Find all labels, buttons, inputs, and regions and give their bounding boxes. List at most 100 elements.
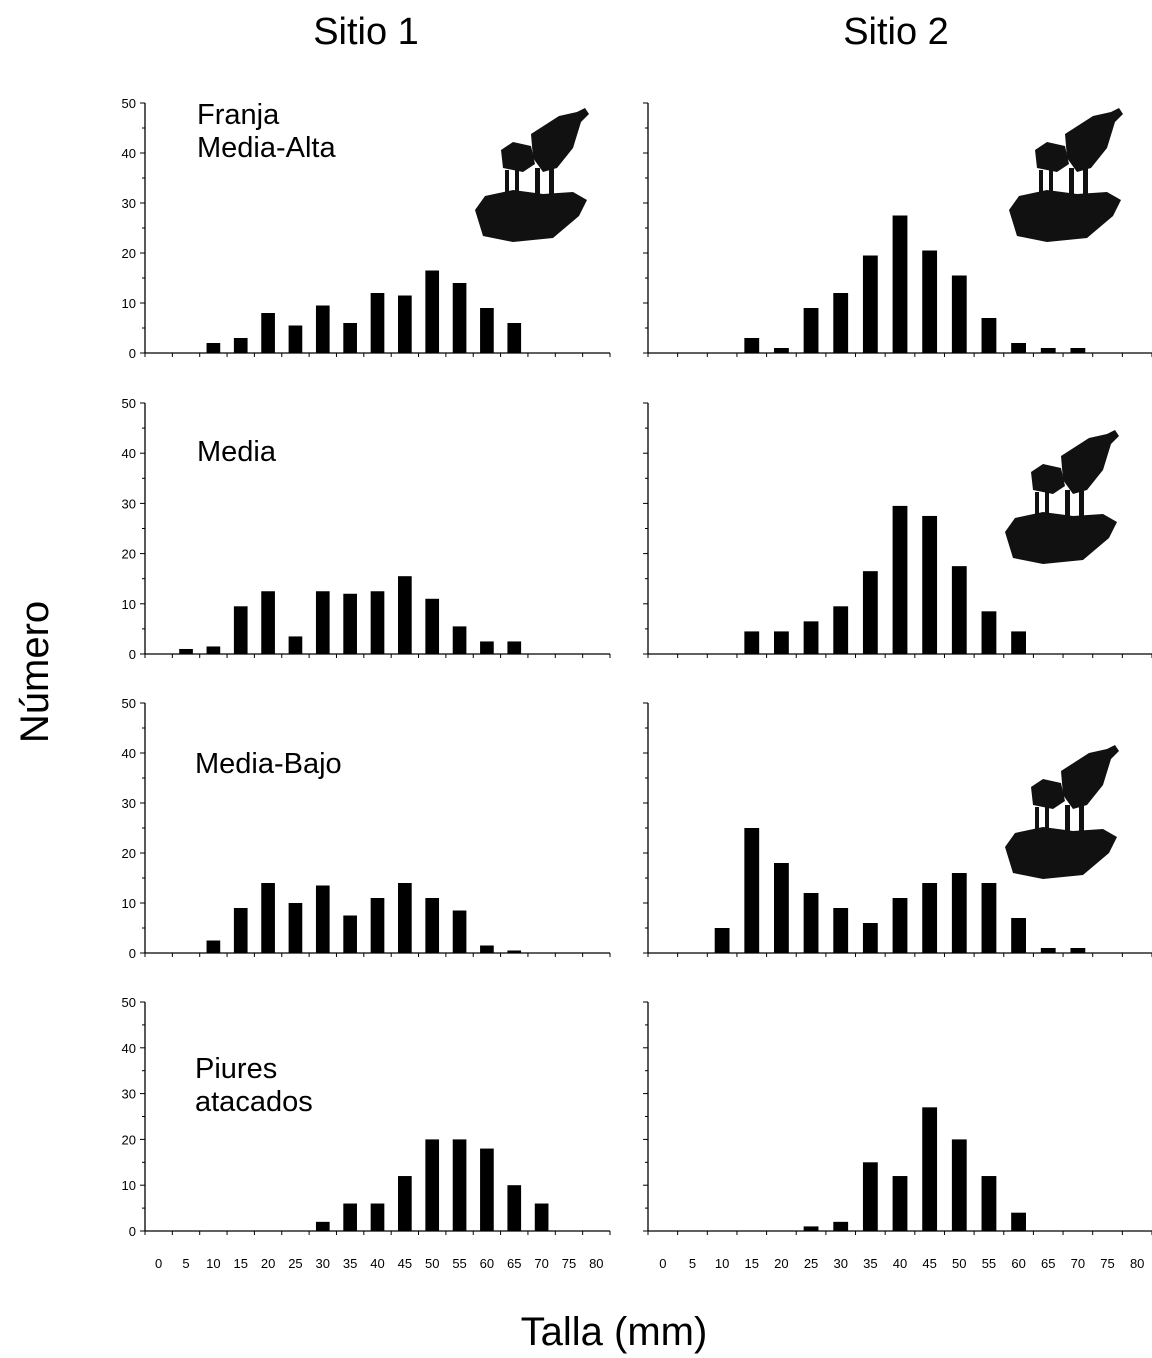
y-tick-label: 10 [122,896,136,911]
bird-small-shape [1035,142,1069,172]
bar [951,275,967,353]
bar [1070,348,1086,353]
bar [744,828,760,953]
bar [343,915,357,953]
x-axis-title: Talla (mm) [521,1310,708,1354]
bar [981,883,997,953]
x-tick-label: 65 [1041,1256,1055,1271]
bar [398,1176,412,1231]
bird-large-shape [1061,430,1119,494]
x-tick-label: 10 [206,1256,220,1271]
bar [179,648,193,654]
bird-leg [535,168,540,200]
bird-leg [1049,170,1053,200]
bar [774,348,789,353]
bar [1070,948,1086,953]
bar [343,1203,357,1231]
bird-leg [1035,492,1039,524]
bar [922,515,938,654]
x-tick-label: 25 [288,1256,302,1271]
y-tick-label: 40 [122,446,136,461]
bar [480,641,494,654]
bar [862,255,878,353]
chart-panel: 0 5 10 15 20 25 30 35 40 45 50 55 60 65 70 75 80 [643,1001,1152,1271]
bar [803,308,819,353]
x-tick-label: 15 [234,1256,248,1271]
x-tick-label: 50 [952,1256,966,1271]
bar [425,1139,440,1231]
x-tick-label: 40 [370,1256,384,1271]
bar [1040,948,1056,953]
bar [261,591,275,654]
x-tick-label: 30 [833,1256,847,1271]
bar [862,1162,878,1231]
panel-label: Media-Bajo [195,748,342,780]
bar [534,1203,549,1231]
bar [425,270,440,353]
bar [370,293,385,353]
x-tick-label: 35 [343,1256,357,1271]
bar [892,1176,908,1231]
x-tick-label: 45 [922,1256,936,1271]
chart-panel [643,102,1152,357]
chart-panel: 0 10 20 30 40 50 Media [122,396,611,662]
bird-large-shape [531,108,589,172]
bird-leg [1045,807,1049,837]
bird-leg [515,170,519,200]
bar [892,898,908,953]
x-tick-label: 20 [774,1256,788,1271]
bird-small-shape [501,142,535,172]
bar [507,323,522,353]
y-tick-label: 30 [122,1087,136,1102]
y-tick-label: 20 [122,547,136,562]
bar [922,250,938,353]
bar [343,593,357,654]
y-tick-label: 10 [122,1178,136,1193]
bar [315,591,330,654]
x-tick-label: 10 [715,1256,729,1271]
bar [833,1221,849,1231]
x-tick-label: 80 [1130,1256,1144,1271]
bar [288,636,303,654]
bird-large-shape [1061,745,1119,809]
y-tick-label: 20 [122,246,136,261]
bar [803,1226,819,1231]
bar [981,611,997,654]
y-tick-label: 20 [122,846,136,861]
bar [981,318,997,353]
bar [206,343,221,353]
panel-label: Media [197,436,277,468]
x-tick-label: 20 [261,1256,275,1271]
chart-panel [643,402,1152,658]
chart-panel: 0 10 20 30 40 50 Media-Bajo [122,696,611,961]
y-tick-label: 30 [122,796,136,811]
bird-leg [1039,170,1043,202]
x-tick-label: 25 [804,1256,818,1271]
x-tick-label: 55 [452,1256,466,1271]
panel-label: Franja [197,99,280,131]
bar [398,883,412,953]
x-tick-label: 5 [182,1256,189,1271]
bar [892,215,908,353]
bar [480,1148,494,1231]
bar [288,903,303,953]
bar [774,631,789,654]
y-tick-label: 0 [129,1224,136,1239]
chart-panel [643,702,1152,957]
bird-leg [1065,805,1070,837]
x-tick-label: 80 [589,1256,603,1271]
y-tick-label: 0 [129,946,136,961]
bar [833,908,849,953]
bar [452,1139,467,1231]
bar [922,883,938,953]
y-tick-label: 50 [122,995,136,1010]
y-tick-label: 40 [122,146,136,161]
y-tick-label: 50 [122,396,136,411]
bar [370,1203,385,1231]
y-tick-label: 20 [122,1132,136,1147]
bar [951,873,967,953]
bar [507,1185,522,1231]
